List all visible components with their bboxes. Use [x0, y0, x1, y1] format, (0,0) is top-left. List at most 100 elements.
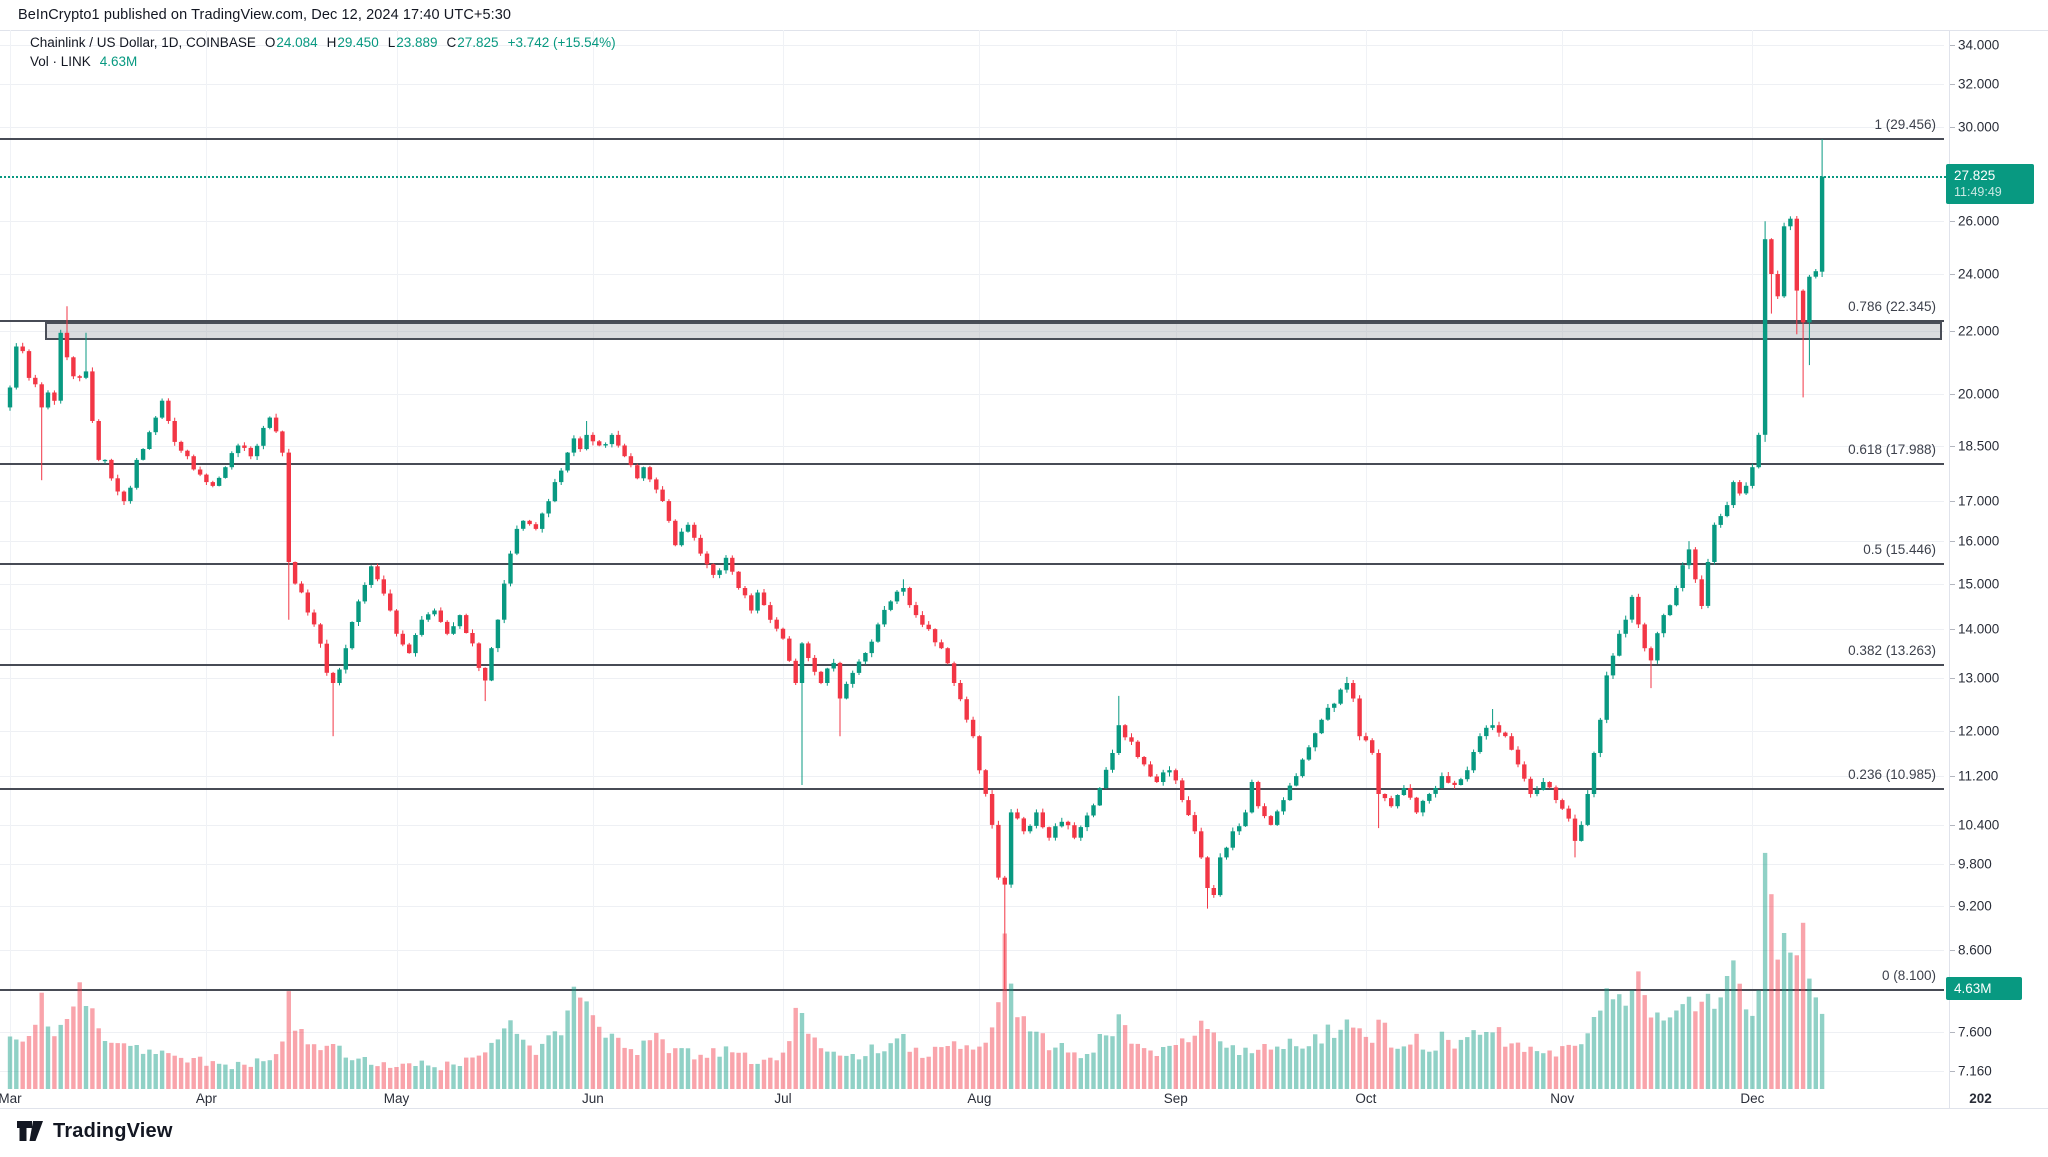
candle [527, 520, 532, 525]
volume-bar [977, 1046, 982, 1089]
candle [1148, 764, 1153, 777]
candle [1167, 770, 1172, 773]
volume-bar [983, 1042, 988, 1089]
candle [704, 553, 710, 565]
candle [369, 566, 374, 585]
volume-bar [153, 1054, 158, 1089]
volume-bar [565, 1010, 570, 1089]
candle [616, 434, 621, 446]
volume-bar [1325, 1024, 1331, 1089]
tradingview-logo[interactable]: TradingView [16, 1118, 173, 1144]
symbol-title[interactable]: Chainlink / US Dollar, 1D, COINBASE [30, 35, 256, 50]
volume-bar [704, 1057, 710, 1089]
volume-bar [400, 1063, 405, 1089]
volume-bar [1617, 994, 1622, 1089]
candle [901, 588, 906, 592]
candle [723, 557, 729, 571]
volume-bar [1712, 1008, 1717, 1089]
volume-bar [1351, 1027, 1356, 1089]
candle [1724, 505, 1730, 517]
fib-level-line[interactable] [0, 320, 1944, 323]
volume-bar [147, 1049, 152, 1089]
volume-bar [77, 982, 82, 1089]
volume-bar [1433, 1050, 1438, 1089]
fib-level-line[interactable] [0, 787, 1944, 790]
volume-bar [419, 1060, 424, 1089]
volume-bar [369, 1064, 374, 1089]
candle [1173, 770, 1178, 781]
volume-bars[interactable] [7, 852, 1825, 1089]
volume-bar [248, 1066, 253, 1089]
fib-level-line[interactable] [0, 138, 1944, 140]
time-tick-label: Jun [582, 1091, 604, 1106]
volume-bar [1218, 1041, 1223, 1089]
volume-bar [1319, 1043, 1324, 1089]
volume-bar [945, 1046, 950, 1089]
candle [983, 770, 988, 794]
volume-bar [197, 1056, 203, 1089]
candle [888, 601, 893, 610]
candle [1046, 827, 1052, 838]
candle [1699, 579, 1704, 606]
volume-label[interactable]: Vol · LINK [30, 54, 91, 69]
volume-bar [14, 1039, 19, 1089]
volume-bar [83, 1006, 89, 1089]
volume-bar [1249, 1053, 1255, 1089]
volume-bar [603, 1037, 608, 1089]
volume-bar [1794, 955, 1799, 1089]
candle [1452, 782, 1457, 785]
candles[interactable] [7, 139, 1825, 990]
volume-bar [1781, 933, 1787, 1089]
candle [134, 459, 139, 488]
candle [280, 431, 285, 453]
fib-level-label: 0.786 (22.345) [1848, 299, 1936, 315]
volume-bar [1097, 1034, 1102, 1089]
volume-bar [920, 1057, 925, 1089]
volume-bar [1731, 960, 1736, 1089]
support-zone-rectangle[interactable] [45, 321, 1942, 340]
candle [761, 592, 767, 606]
candle [1800, 290, 1806, 323]
candle [1180, 780, 1185, 800]
tradingview-logo-icon [16, 1118, 45, 1144]
candle [1509, 736, 1514, 750]
volume-bar [191, 1058, 196, 1089]
fib-level-line[interactable] [0, 663, 1944, 666]
candle [1059, 821, 1064, 827]
candle [438, 610, 443, 622]
candle [1275, 811, 1280, 825]
fib-level-line[interactable] [0, 463, 1944, 465]
time-tick-label: Apr [195, 1091, 217, 1106]
candle [172, 421, 177, 442]
volume-bar [1750, 1015, 1755, 1089]
volume-bar [888, 1043, 893, 1089]
price-tick-label: 9.800 [1958, 856, 1992, 872]
volume-bar [7, 1036, 13, 1089]
candle [711, 564, 716, 575]
bar-countdown: 11:49:49 [1954, 185, 2002, 199]
candle [514, 528, 520, 554]
volume-bar [64, 1019, 70, 1089]
candle [913, 605, 919, 616]
volume-bar [679, 1048, 684, 1089]
volume-bar [552, 1031, 558, 1089]
fib-level-line[interactable] [0, 563, 1944, 566]
fib-level-line[interactable] [0, 988, 1944, 991]
volume-bar [533, 1054, 539, 1089]
volume-bar [1034, 1031, 1039, 1089]
volume-bar [1338, 1029, 1343, 1089]
candle [445, 621, 450, 634]
volume-bar [1186, 1042, 1191, 1089]
candle [622, 445, 627, 457]
candle [1040, 812, 1045, 828]
price-tick-label: 10.400 [1958, 817, 2000, 833]
candle [299, 583, 304, 593]
volume-bar [210, 1061, 215, 1089]
candle [1224, 847, 1229, 858]
volume-bar [502, 1028, 507, 1089]
price-tick-label: 7.160 [1958, 1063, 1992, 1079]
candle [698, 537, 703, 554]
volume-bar [1522, 1051, 1527, 1089]
volume-bar [831, 1051, 836, 1089]
